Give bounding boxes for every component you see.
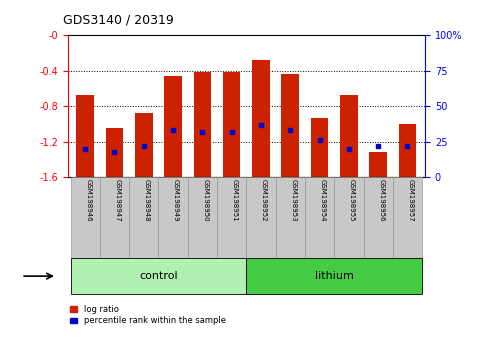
Bar: [282, 74, 299, 177]
Text: GSM198957: GSM198957: [408, 179, 413, 222]
Text: GSM198955: GSM198955: [349, 179, 355, 222]
Bar: [393, 177, 422, 258]
Text: GSM198950: GSM198950: [202, 179, 208, 222]
Bar: [129, 177, 158, 258]
Bar: [340, 95, 357, 177]
Bar: [398, 124, 416, 177]
Bar: [106, 128, 123, 177]
Bar: [100, 177, 129, 258]
Bar: [252, 60, 270, 177]
Bar: [135, 113, 153, 177]
Text: GSM198952: GSM198952: [261, 179, 267, 222]
Bar: [246, 177, 276, 258]
Text: GSM198951: GSM198951: [232, 179, 238, 222]
Text: GSM198953: GSM198953: [290, 179, 296, 222]
Bar: [305, 177, 334, 258]
Text: GSM198949: GSM198949: [173, 179, 179, 222]
Legend: log ratio, percentile rank within the sample: log ratio, percentile rank within the sa…: [67, 302, 229, 329]
Text: lithium: lithium: [315, 271, 354, 281]
Bar: [246, 258, 422, 294]
Bar: [217, 177, 246, 258]
Bar: [334, 177, 364, 258]
Text: GSM198956: GSM198956: [378, 179, 384, 222]
Bar: [76, 95, 94, 177]
Text: GDS3140 / 20319: GDS3140 / 20319: [63, 13, 173, 27]
Text: GSM198954: GSM198954: [320, 179, 326, 222]
Bar: [158, 177, 188, 258]
Bar: [369, 152, 387, 177]
Bar: [223, 72, 241, 177]
Text: GSM198947: GSM198947: [114, 179, 120, 222]
Bar: [71, 258, 246, 294]
Text: control: control: [139, 271, 178, 281]
Bar: [276, 177, 305, 258]
Bar: [311, 118, 328, 177]
Bar: [188, 177, 217, 258]
Bar: [364, 177, 393, 258]
Bar: [164, 76, 182, 177]
Bar: [71, 177, 100, 258]
Text: GSM198948: GSM198948: [144, 179, 150, 222]
Bar: [194, 72, 211, 177]
Text: GSM198946: GSM198946: [85, 179, 91, 222]
